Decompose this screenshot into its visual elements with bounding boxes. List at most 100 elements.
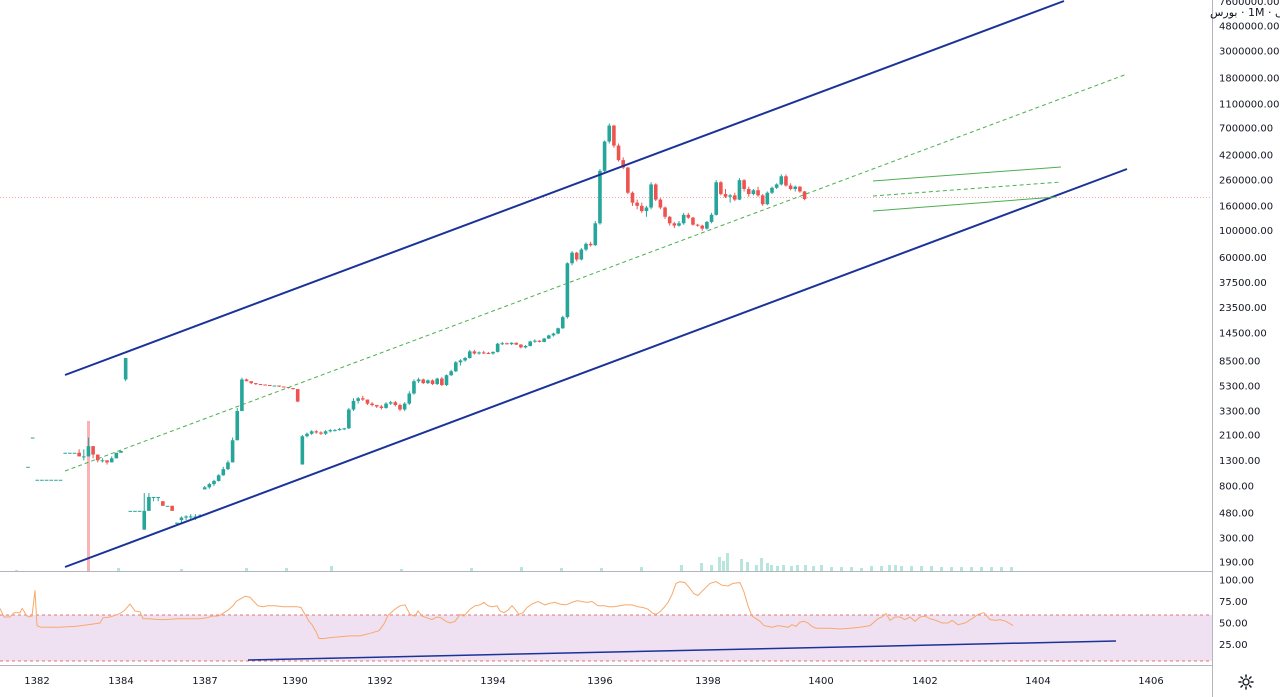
- rsi-tick-label: 50.00: [1219, 619, 1248, 630]
- candle: [565, 262, 570, 319]
- rsi-axis: 100.00 75.00 50.00 25.00: [1219, 576, 1254, 652]
- volume-bar: [782, 565, 785, 571]
- rsi-trendline[interactable]: [247, 640, 1117, 661]
- candle: [607, 123, 612, 144]
- price-tick-label: 4800000.00: [1219, 22, 1279, 33]
- price-tick-label: 8500.00: [1219, 357, 1260, 368]
- candle: [519, 344, 523, 349]
- price-tick-label: 190.00: [1219, 558, 1254, 569]
- candle: [151, 496, 156, 502]
- time-tick-label: 1390: [282, 676, 307, 687]
- candle: [686, 212, 691, 219]
- channel-mid-line[interactable]: [64, 73, 1128, 472]
- candle: [560, 315, 565, 329]
- price-tick-label: 23500.00: [1219, 303, 1267, 314]
- volume-bar: [710, 565, 713, 571]
- price-tick-label: 14500.00: [1219, 328, 1267, 339]
- candle: [342, 427, 346, 431]
- candle: [444, 374, 449, 387]
- candle: [551, 332, 556, 337]
- candle: [486, 351, 491, 355]
- volume-bar: [766, 563, 769, 571]
- candle: [119, 451, 123, 453]
- candle: [26, 466, 30, 468]
- candle: [756, 186, 760, 197]
- candle: [416, 377, 421, 384]
- candle: [463, 356, 467, 362]
- candle: [793, 185, 798, 192]
- candle: [347, 407, 351, 430]
- volume-bar: [960, 567, 963, 571]
- candle: [365, 399, 370, 406]
- settings-gear-icon[interactable]: [1232, 668, 1260, 696]
- volume-bar: [894, 565, 897, 571]
- candle: [481, 350, 486, 355]
- candle: [328, 429, 333, 433]
- candles: [26, 123, 807, 530]
- candle: [133, 510, 137, 512]
- candle: [672, 221, 677, 229]
- candle: [281, 386, 286, 388]
- volume-bar: [718, 557, 721, 571]
- candle: [798, 186, 802, 193]
- candle: [54, 479, 58, 481]
- price-axis[interactable]: 7600000.00 4800000.00 3000000.00 1800000.00…: [1219, 0, 1279, 569]
- candle: [77, 449, 81, 457]
- pattern-lower-line[interactable]: [872, 196, 1057, 212]
- time-tick-label: 1406: [1138, 676, 1163, 687]
- candle: [170, 505, 174, 511]
- candle: [272, 385, 277, 387]
- candle: [402, 402, 407, 412]
- candle: [226, 460, 230, 471]
- volume-bar: [990, 567, 993, 571]
- pattern-mid-line[interactable]: [872, 181, 1062, 197]
- candle: [216, 474, 221, 482]
- candle: [109, 456, 114, 463]
- candle: [351, 398, 356, 412]
- time-tick-label: 1402: [912, 676, 937, 687]
- volume-bar: [770, 565, 773, 571]
- candle: [728, 194, 732, 203]
- candle: [640, 202, 644, 213]
- candle: [537, 340, 542, 343]
- candle: [407, 391, 412, 406]
- volume-bar: [850, 567, 853, 571]
- price-tick-label: 700000.00: [1219, 123, 1273, 134]
- pattern-upper-line[interactable]: [872, 166, 1062, 182]
- candle: [509, 342, 514, 346]
- candle: [723, 189, 728, 199]
- candle: [635, 199, 639, 210]
- time-tick-label: 1387: [192, 676, 217, 687]
- channel-lower-line[interactable]: [64, 168, 1128, 568]
- candle: [751, 189, 756, 196]
- candle: [760, 194, 765, 206]
- time-axis[interactable]: 1382 1384 1387 1390 1392 1394 1396 1398 1400 1402…: [24, 676, 1163, 687]
- candle: [630, 191, 635, 206]
- candle: [714, 180, 718, 216]
- rsi-line: [0, 581, 1014, 639]
- candle: [649, 182, 653, 210]
- price-tick-label: 37500.00: [1219, 278, 1267, 289]
- channel-upper-line[interactable]: [64, 0, 1065, 376]
- time-tick-label: 1384: [108, 676, 133, 687]
- candle: [426, 379, 430, 385]
- candle: [147, 493, 151, 511]
- candle: [719, 181, 723, 196]
- candle: [58, 479, 63, 481]
- chart-title: وملی1 · (هلدینگ) گروه صنعتی ملی · 1M · ب…: [1210, 6, 1280, 19]
- candle: [421, 378, 426, 385]
- candle: [774, 183, 779, 190]
- candle: [212, 479, 216, 486]
- candle: [361, 395, 365, 401]
- candle: [691, 216, 695, 226]
- candle: [295, 389, 300, 403]
- candle: [737, 178, 742, 201]
- candle: [161, 501, 165, 506]
- volume-bar: [330, 566, 333, 571]
- candle: [235, 407, 240, 441]
- candle: [584, 242, 588, 252]
- price-tick-label: 1100000.00: [1219, 99, 1279, 110]
- volume-bar: [1010, 567, 1013, 571]
- candle: [230, 437, 235, 463]
